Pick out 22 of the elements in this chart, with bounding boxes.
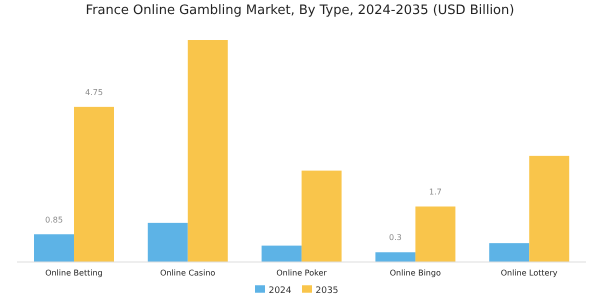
data-label: 1.7 [429,188,442,196]
bar [375,252,416,262]
data-label: 4.75 [85,88,103,97]
data-label: 0.85 [45,215,63,224]
bar [262,246,302,262]
x-tick-label: Online Betting [45,268,103,278]
x-tick-label: Online Bingo [390,268,441,278]
bar [415,206,456,262]
bar [34,234,74,262]
bar [302,170,342,262]
x-tick-label: Online Poker [276,268,328,278]
chart-title: France Online Gambling Market, By Type, 2024-2035 (USD Billion) [84,3,516,18]
x-tick-label: Online Casino [160,268,216,278]
bar [489,243,530,262]
bar [529,156,570,262]
legend-label: 2035 [316,286,338,296]
x-tick-label: Online Lottery [500,268,558,278]
data-label: 0.3 [389,233,402,242]
legend-label: 2024 [268,286,292,296]
bar [74,106,114,262]
bar [188,40,228,262]
bar [148,222,188,262]
